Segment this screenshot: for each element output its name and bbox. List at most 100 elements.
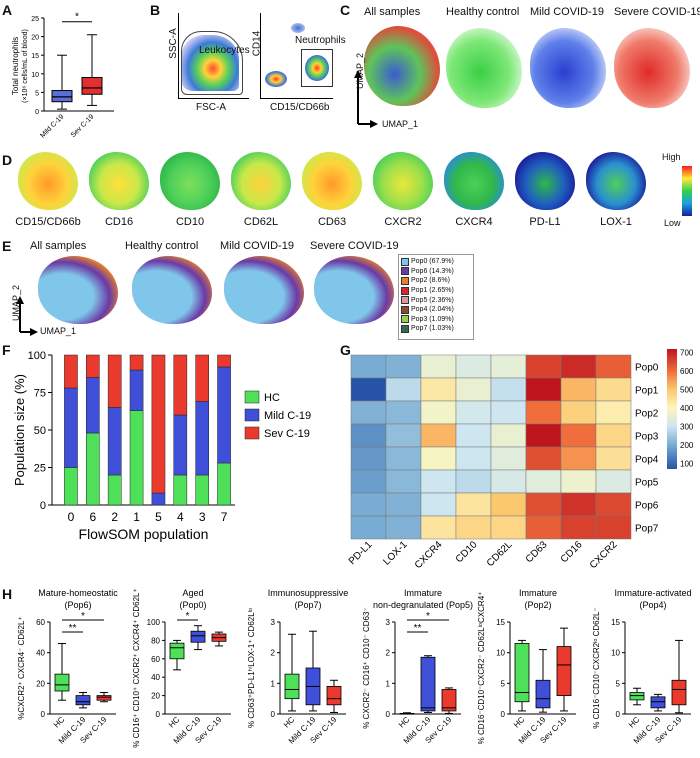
h-sig: * xyxy=(81,611,85,622)
g-heatmap-cell xyxy=(525,469,562,494)
g-heatmap-cell xyxy=(455,492,492,517)
f-bar-segment xyxy=(217,366,231,464)
legend-label: Pop5 (2.36%) xyxy=(411,296,454,304)
f-ytick-label: 100 xyxy=(28,350,46,362)
legend-swatch xyxy=(401,324,409,333)
h-ytick-label: 100 xyxy=(147,618,161,627)
f-bar-segment xyxy=(129,369,144,411)
h-sig: * xyxy=(426,611,430,622)
g-heatmap-cell xyxy=(525,400,562,425)
marker-label: CXCR2 xyxy=(384,216,422,228)
marker-umap-6 xyxy=(444,152,504,210)
a-ytick-label: 5 xyxy=(35,90,39,97)
f-bar-segment xyxy=(151,354,166,494)
g-column-label: CXCR4 xyxy=(413,539,445,571)
f-category-label: 4 xyxy=(177,510,184,524)
g-heatmap-cell xyxy=(385,492,422,517)
g-heatmap-cell xyxy=(350,446,387,471)
legend-label: Pop3 (1.09%) xyxy=(411,315,454,323)
g-column-label: LOX-1 xyxy=(381,539,410,568)
g-heatmap-cell xyxy=(385,377,422,402)
f-bar-segment xyxy=(64,467,78,506)
f-category-label: 7 xyxy=(221,510,228,524)
a-ytick-label: 20 xyxy=(31,35,39,42)
g-row-label: Pop4 xyxy=(635,455,659,466)
h-ytick-label: 3 xyxy=(271,618,276,627)
legend-swatch xyxy=(401,315,409,324)
g-heatmap-cell xyxy=(350,423,387,448)
g-heatmap-cell xyxy=(560,515,597,540)
h-title-line: Mature-homeostatic xyxy=(38,588,118,598)
h-ytick-label: 2 xyxy=(386,649,391,658)
h-box xyxy=(629,692,645,701)
h-box xyxy=(326,686,342,706)
panel-c-title-0: All samples xyxy=(364,6,421,18)
umap-mild-covid xyxy=(530,28,606,108)
f-bar-segment xyxy=(86,354,100,378)
g-heatmap-cell xyxy=(595,354,632,379)
panel-c-title-1: Healthy control xyxy=(446,6,520,18)
g-heatmap-cell xyxy=(350,377,387,402)
h-box xyxy=(671,679,687,706)
h-ylabel: % CXCR2⁻ CD16⁺ CD10⁻ CD63⁻ xyxy=(362,607,371,728)
h-box xyxy=(535,679,551,709)
g-heatmap-cell xyxy=(385,354,422,379)
a-ytick-label: 25 xyxy=(31,16,39,23)
f-bar-segment xyxy=(173,414,188,476)
h-ytick-label: 80 xyxy=(151,636,160,645)
a-box xyxy=(81,77,103,95)
g-column-label: CD16 xyxy=(559,539,585,565)
umap-axes-c xyxy=(354,70,378,128)
heatmap-chart: Pop0 Pop1 Pop2 Pop3 Pop4 Pop5 Pop6 Pop7 PD-L1 LOX… xyxy=(347,349,694,571)
f-legend-swatch xyxy=(244,390,260,404)
g-heatmap-cell xyxy=(420,469,457,494)
legend-label: Pop6 (14.3%) xyxy=(411,267,454,275)
f-bar-segment xyxy=(217,354,231,368)
h-ytick-label: 2 xyxy=(271,649,276,658)
f-bar-segment xyxy=(173,354,188,416)
h-box-plot-3: Immature non-degranulated (Pop5) 0 1 2 3 % CXC… xyxy=(362,588,473,746)
h-box-plot-2: Immunosuppressive (Pop7) 0 1 2 3 % CD63⁺PD-L1ʰ… xyxy=(247,588,348,746)
flowsom-legend: Pop0 (67.9%) Pop6 (14.3%) Pop2 (8.6%) Pop1 … xyxy=(398,254,474,340)
g-row-label: Pop0 xyxy=(635,363,659,374)
lymph-cluster xyxy=(265,71,287,87)
f-bar-segment xyxy=(64,354,78,389)
h-sig: ** xyxy=(414,623,422,634)
g-colorbar-tick: 400 xyxy=(680,404,694,413)
marker-umap-3 xyxy=(231,152,291,210)
g-row-label: Pop2 xyxy=(635,409,659,420)
h-ytick-label: 0 xyxy=(271,710,276,719)
f-category-label: 0 xyxy=(68,510,75,524)
panel-letter-g: G xyxy=(340,342,351,358)
legend-item: Pop0 (67.9%) xyxy=(401,257,471,267)
legend-label: Pop0 (67.9%) xyxy=(411,258,454,266)
h-ytick-label: 15 xyxy=(496,618,505,627)
f-legend-label: HC xyxy=(264,392,280,404)
h-category-label: HC xyxy=(512,715,527,730)
g-heatmap-cell xyxy=(560,446,597,471)
h-title-line: (Pop0) xyxy=(179,600,206,610)
panel-letter-e: E xyxy=(2,238,12,254)
h-category-label: HC xyxy=(52,715,67,730)
panel-d: CD15/CD66b CD16 CD10 CD62L CD63 CXCR2 CXCR4 PD-… xyxy=(14,150,700,235)
g-row-label: Pop5 xyxy=(635,478,659,489)
h-ylabel: %CXCR2⁺ CXCR4⁻ CD62L⁺ xyxy=(17,616,26,719)
f-bar-segment xyxy=(217,462,231,506)
f-bar-segment xyxy=(107,354,122,408)
h-ytick-label: 1 xyxy=(271,679,276,688)
panel-b-xlabel-1: FSC-A xyxy=(196,102,226,113)
g-heatmap-cell xyxy=(490,377,527,402)
panel-letter-d: D xyxy=(2,152,13,168)
h-ytick-label: 3 xyxy=(386,618,391,627)
g-heatmap-cell xyxy=(595,377,632,402)
marker-umap-0 xyxy=(18,152,78,210)
legend-label: Pop7 (1.03%) xyxy=(411,325,454,333)
f-bar-segment xyxy=(64,387,78,468)
f-bar-segment xyxy=(107,407,122,476)
h-box xyxy=(96,695,112,701)
f-bar-segment xyxy=(129,410,144,506)
g-heatmap-cell xyxy=(560,492,597,517)
h-title-line: (Pop4) xyxy=(639,600,666,610)
g-heatmap-cell xyxy=(490,400,527,425)
g-column-label: CD62L xyxy=(485,539,515,569)
